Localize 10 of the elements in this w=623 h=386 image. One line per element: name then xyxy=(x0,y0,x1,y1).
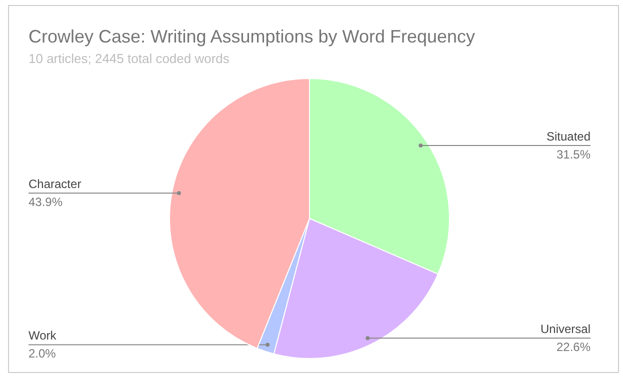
slice-label: Character xyxy=(28,177,82,192)
slice-label: Work xyxy=(28,328,58,343)
data-label: 22.6% xyxy=(556,340,591,354)
chart-title: Crowley Case: Writing Assumptions by Word Frequency xyxy=(28,26,476,46)
data-label: 2.0% xyxy=(28,346,56,361)
slice-label: Situated xyxy=(546,129,591,144)
data-label: 31.5% xyxy=(556,147,591,162)
slice-label: Universal xyxy=(540,322,590,336)
chart-subtitle: 10 articles; 2445 total coded words xyxy=(28,51,230,66)
data-label: 43.9% xyxy=(28,195,63,210)
